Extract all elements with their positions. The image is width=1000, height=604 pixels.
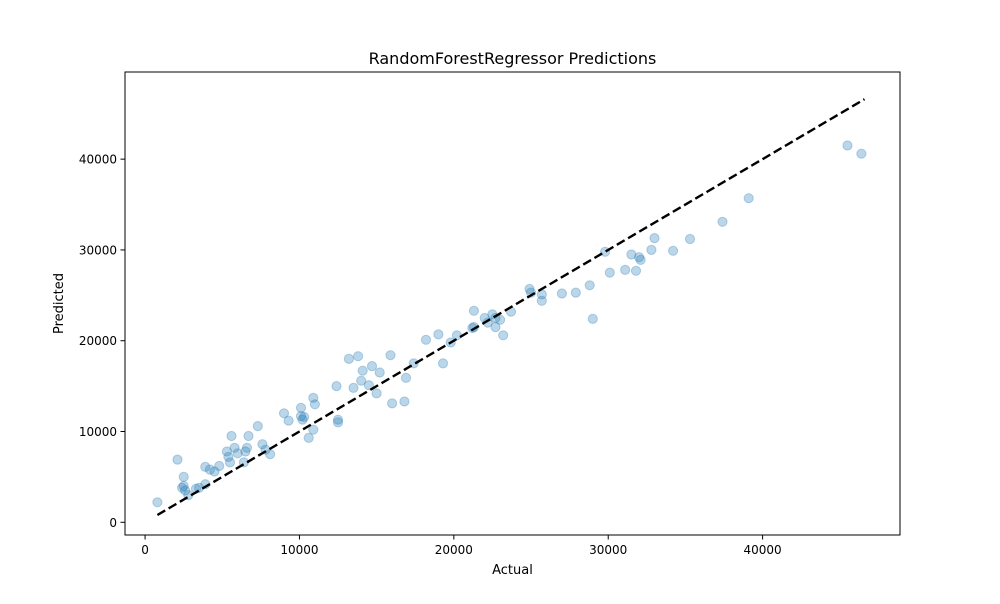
y-tick-label: 40000 [79, 153, 117, 167]
scatter-point [856, 148, 867, 159]
scatter-point [385, 350, 396, 361]
y-axis: 0 10000 20000 30000 40000 [79, 153, 125, 530]
scatter-point [221, 446, 232, 457]
y-tick-label: 10000 [79, 425, 117, 439]
scatter-point [451, 330, 462, 341]
scatter-point [278, 408, 290, 419]
scatter-point [646, 244, 657, 255]
scatter-point [343, 353, 354, 364]
plot-area [152, 98, 867, 517]
scatter-point [524, 283, 535, 295]
scatter-point [400, 372, 412, 383]
scatter-point [570, 287, 581, 298]
scatter-point [308, 424, 319, 435]
reference-line [156, 98, 866, 517]
scatter-point [620, 264, 631, 275]
scatter-point [353, 351, 364, 362]
scatter-point [200, 461, 211, 472]
y-tick-label: 20000 [79, 334, 117, 348]
scatter-point [433, 329, 444, 340]
scatter-point [252, 421, 263, 432]
scatter-point [356, 375, 367, 386]
scatter-point [437, 358, 449, 369]
scatter-point [265, 449, 276, 460]
scatter-point [303, 432, 314, 443]
x-tick-label: 0 [141, 543, 149, 557]
scatter-point [204, 464, 215, 475]
scatter-point [152, 497, 163, 508]
scatter-point [626, 249, 637, 260]
scatter-point [536, 295, 547, 306]
scatter-point [309, 399, 320, 410]
y-tick-label: 30000 [79, 243, 117, 257]
chart-title: RandomForestRegressor Predictions [369, 49, 657, 68]
scatter-point [177, 482, 188, 493]
x-axis-label: Actual [492, 563, 533, 578]
scatter-point [635, 254, 646, 265]
scatter-point [363, 380, 374, 391]
x-tick-label: 20000 [435, 543, 473, 557]
scatter-point [348, 382, 359, 393]
scatter-point [634, 252, 645, 263]
scatter-point [332, 417, 344, 428]
scatter-point [240, 446, 251, 457]
scatter-point [587, 313, 598, 324]
scatter-point [556, 288, 568, 299]
y-axis-label: Predicted [52, 273, 67, 334]
scatter-point [668, 245, 679, 256]
scatter-point [332, 414, 344, 425]
scatter-point [226, 430, 237, 442]
scatter-point [743, 193, 754, 204]
scatter-point [717, 216, 728, 227]
scatter-point [374, 367, 385, 378]
scatter-point [630, 265, 642, 276]
axes-frame [124, 71, 901, 536]
scatter-point [178, 471, 189, 482]
scatter-point [209, 466, 220, 477]
scatter-point [214, 460, 225, 472]
scatter-point [498, 330, 509, 341]
scatter-point [229, 442, 240, 453]
scatter-point [366, 361, 378, 372]
scatter-point [468, 305, 479, 316]
x-tick-label: 30000 [589, 543, 627, 557]
scatter-point [490, 322, 501, 333]
scatter-point [224, 457, 236, 468]
x-tick-label: 10000 [280, 543, 318, 557]
scatter-point [308, 392, 319, 403]
scatter-point [684, 233, 696, 245]
scatter-point [495, 314, 506, 325]
scatter-point [223, 451, 234, 462]
scatter-point [257, 439, 268, 450]
x-tick-label: 40000 [744, 543, 782, 557]
scatter-point [371, 388, 382, 399]
scatter-point [357, 365, 368, 376]
scatter-point [297, 414, 308, 425]
scatter-point [584, 280, 595, 291]
scatter-point [420, 334, 432, 345]
scatter-point [243, 430, 254, 442]
scatter-point [295, 402, 307, 413]
scatter-point [283, 415, 294, 426]
scatter-point [649, 233, 660, 244]
scatter-point [399, 396, 410, 407]
scatter-point [331, 381, 342, 392]
scatter-point [178, 480, 189, 492]
scatter-point [241, 442, 253, 453]
scatter-point [299, 411, 310, 423]
scatter-point [295, 411, 307, 422]
scatter-point [604, 267, 615, 278]
x-axis: 0 10000 20000 30000 40000 [141, 535, 782, 557]
scatter-point [232, 448, 243, 459]
scatter-point [387, 398, 398, 409]
scatter-point [180, 485, 191, 496]
y-tick-label: 0 [109, 516, 117, 530]
scatter-point [842, 140, 853, 151]
scatter-point [172, 454, 183, 465]
